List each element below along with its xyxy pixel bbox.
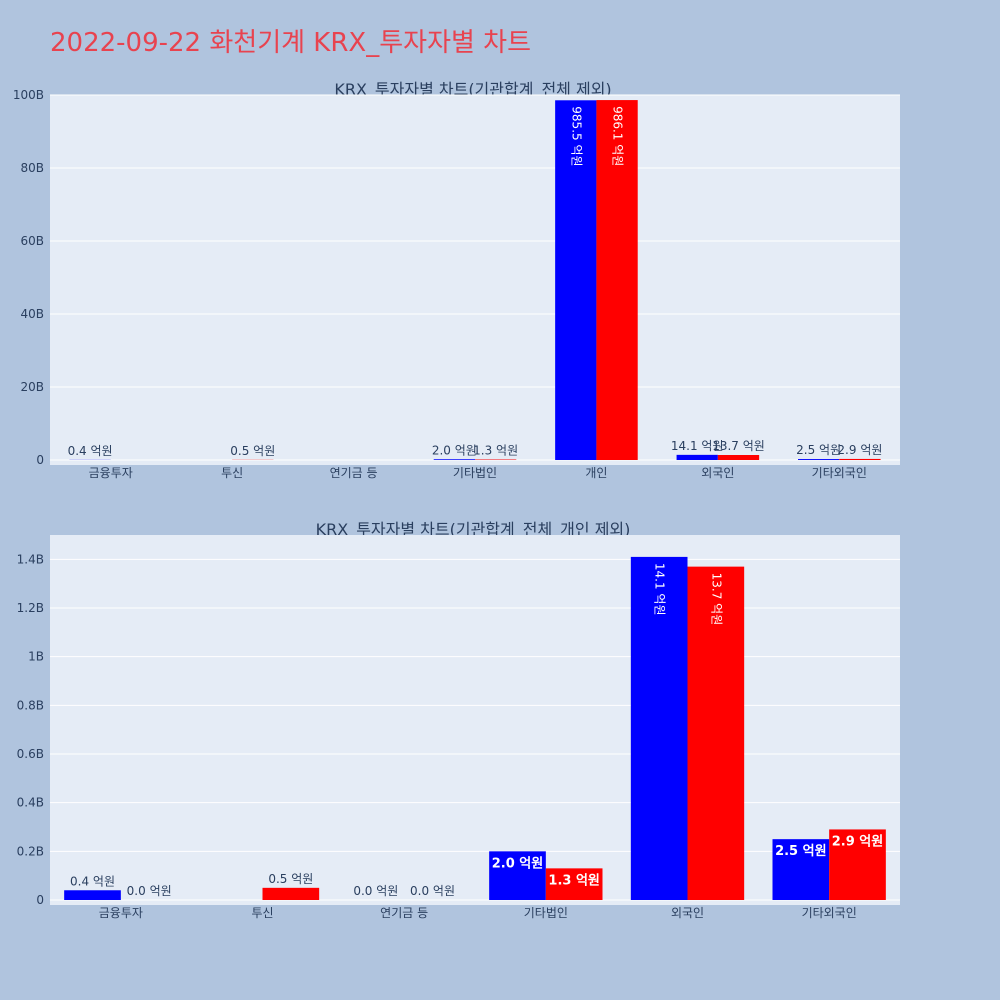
- chart-institution-excluded: KRX_투자자별 차트(기관합계_전체 제외) 0.4 억원 0.5 억원 2.0 …: [13, 80, 900, 480]
- bar-series-1: [630, 556, 688, 900]
- y-tick-label: 100B: [13, 88, 44, 102]
- y-tick-label: 1.4B: [17, 552, 44, 566]
- plot-area: [50, 95, 900, 465]
- x-tick-label: 기타외국인: [812, 466, 867, 480]
- data-label: 2.9 억원: [837, 443, 882, 457]
- data-label: 0.4 억원: [70, 874, 115, 888]
- data-label: 2.0 억원: [432, 443, 477, 457]
- plot-area: [50, 535, 900, 905]
- data-label: 0.5 억원: [230, 444, 275, 458]
- bar-series-2: [717, 454, 760, 460]
- bar-series-1: [772, 839, 830, 900]
- data-label: 14.1 억원: [653, 563, 667, 616]
- y-tick-label: 40B: [20, 307, 44, 321]
- y-tick-label: 1.2B: [17, 601, 44, 615]
- bar-series-1: [555, 100, 597, 461]
- page-title: 2022-09-22 화천기계 KRX_투자자별 차트: [50, 28, 532, 58]
- bar-series-1: [798, 459, 840, 460]
- y-tick-label: 0.2B: [17, 844, 44, 858]
- y-tick-label: 80B: [20, 161, 44, 175]
- bar-series-1: [433, 459, 475, 460]
- bar-series-2: [262, 887, 320, 900]
- data-label: 2.5 억원: [796, 443, 841, 457]
- y-tick-label: 0: [36, 893, 44, 907]
- bar-series-2: [596, 100, 638, 461]
- data-label: 2.0 억원: [492, 856, 543, 871]
- chart-institution-individual-excluded: KRX_투자자별 차트(기관합계_전체_개인 제외) 0.4 억원0.0 억원0…: [17, 520, 900, 920]
- x-tick-label: 연기금 등: [330, 466, 378, 480]
- x-tick-label: 기타외국인: [802, 906, 857, 920]
- bar-series-2: [839, 458, 881, 460]
- data-label: 2.5 억원: [775, 844, 826, 859]
- data-label: 0.0 억원: [353, 884, 398, 898]
- data-label: 0.0 억원: [410, 884, 455, 898]
- x-tick-label: 개인: [585, 466, 607, 480]
- bar-series-2: [687, 566, 745, 900]
- bar-series-2: [829, 829, 886, 900]
- data-label: 0.4 억원: [68, 444, 113, 458]
- y-tick-label: 60B: [20, 234, 44, 248]
- data-label: 1.3 억원: [473, 444, 518, 458]
- x-tick-label: 기타법인: [453, 466, 497, 480]
- x-tick-label: 연기금 등: [380, 906, 428, 920]
- x-tick-label: 금융투자: [89, 466, 133, 480]
- x-tick-label: 기타법인: [524, 906, 568, 920]
- x-tick-label: 투신: [251, 906, 273, 920]
- y-tick-label: 0.6B: [17, 747, 44, 761]
- bar-series-2: [545, 868, 603, 900]
- y-tick-label: 20B: [20, 380, 44, 394]
- data-label: 14.1 억원: [671, 439, 724, 453]
- x-tick-label: 외국인: [671, 906, 704, 920]
- bar-series-1: [676, 454, 718, 460]
- data-label: 13.7 억원: [712, 439, 765, 453]
- x-tick-label: 투신: [221, 466, 243, 480]
- bar-series-1: [489, 851, 546, 900]
- y-tick-label: 1B: [28, 650, 44, 664]
- y-tick-label: 0.8B: [17, 698, 44, 712]
- x-tick-label: 외국인: [701, 466, 734, 480]
- data-label: 1.3 억원: [548, 873, 599, 888]
- bar-series-1: [64, 890, 121, 900]
- data-label: 2.9 억원: [832, 834, 883, 849]
- data-label: 986.1 억원: [611, 106, 625, 166]
- y-tick-label: 0.4B: [17, 796, 44, 810]
- data-label: 0.5 억원: [268, 872, 313, 886]
- y-tick-label: 0: [36, 453, 44, 467]
- data-label: 0.0 억원: [127, 884, 172, 898]
- data-label: 985.5 억원: [569, 106, 583, 166]
- data-label: 13.7 억원: [709, 573, 723, 626]
- x-tick-label: 금융투자: [99, 906, 143, 920]
